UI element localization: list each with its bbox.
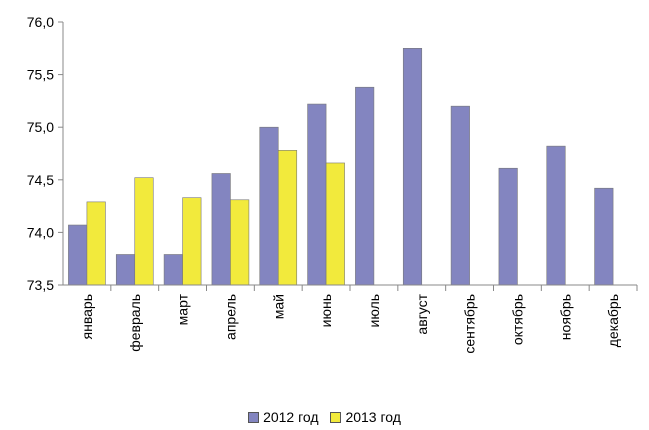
x-category-label: июнь [318, 294, 334, 327]
x-category-label: январь [79, 294, 95, 339]
y-tick-label: 75,5 [27, 67, 54, 83]
bar-2013-1 [134, 177, 154, 286]
legend-item-2012: 2012 год [248, 409, 319, 426]
x-axis-categories: январь февраль март апрель май июнь июль август… [79, 285, 638, 354]
bar-2013-2 [182, 197, 202, 286]
x-category-label: февраль [127, 294, 143, 352]
x-category-label: декабрь [605, 294, 621, 347]
legend-label-2013: 2013 год [345, 409, 401, 426]
bar-2013-0 [86, 201, 106, 286]
legend-label-2012: 2012 год [263, 409, 319, 426]
x-category-label: сентябрь [462, 294, 478, 354]
x-category-label: октябрь [509, 294, 525, 345]
bar-2012-7 [402, 47, 423, 286]
bar-2012-1 [115, 254, 136, 286]
bar-2013-4 [277, 150, 298, 286]
y-tick-label: 74,5 [27, 172, 54, 188]
x-category-label: май [270, 294, 286, 319]
bar-2012-10 [546, 145, 566, 286]
bar-2012-5 [307, 103, 327, 286]
bar-2012-4 [259, 126, 279, 286]
legend-swatch-2012 [248, 412, 260, 424]
bar-series [68, 47, 614, 286]
bar-chart: 73,5 74,0 74,5 75,0 75,5 76,0 январь февраль ма… [27, 14, 638, 354]
bar-2012-8 [450, 105, 470, 286]
y-tick-label: 75,0 [27, 119, 54, 135]
y-tick-label: 74,0 [27, 224, 54, 240]
bar-2012-9 [498, 167, 518, 286]
bar-2013-3 [230, 199, 250, 286]
x-category-label: август [414, 293, 430, 334]
x-category-label: март [175, 293, 191, 325]
y-tick-label: 76,0 [27, 14, 54, 30]
bar-2013-5 [325, 162, 345, 286]
legend: 2012 год 2013 год [0, 408, 649, 425]
bar-2012-2 [163, 254, 183, 286]
bar-2012-0 [68, 224, 88, 286]
bar-2012-11 [594, 187, 614, 286]
legend-item-2013: 2013 год [330, 409, 401, 426]
x-category-label: апрель [222, 294, 238, 340]
bar-2012-6 [355, 86, 375, 286]
y-axis-ticks: 73,5 74,0 74,5 75,0 75,5 76,0 [27, 14, 63, 293]
y-tick-label: 73,5 [27, 277, 54, 293]
legend-swatch-2013 [330, 412, 342, 424]
x-category-label: июль [366, 294, 382, 327]
bar-2012-3 [211, 173, 231, 286]
x-category-label: ноябрь [557, 294, 573, 340]
